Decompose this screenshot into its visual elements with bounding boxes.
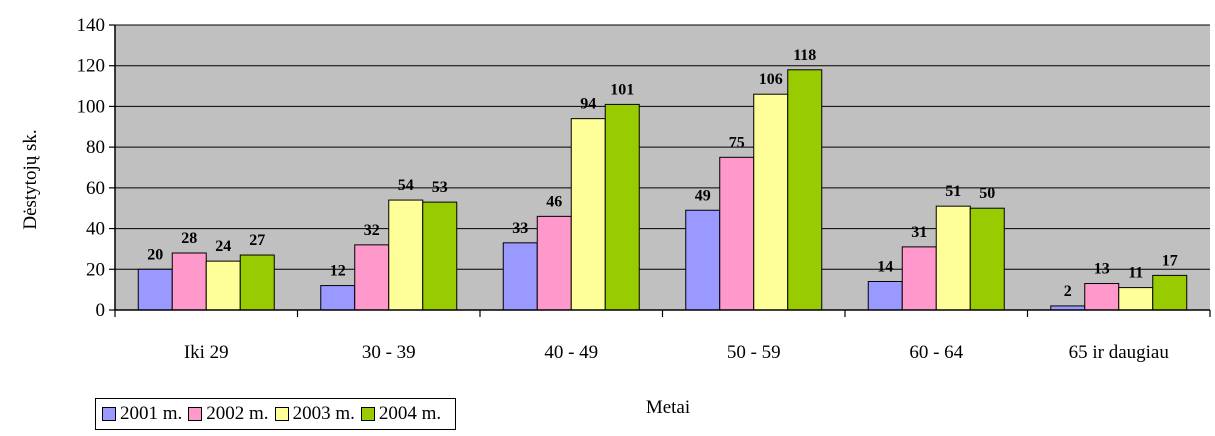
bar [388, 199, 424, 311]
x-tick-label: 60 - 64 [909, 342, 963, 363]
legend-label: 2002 m. [206, 403, 269, 424]
x-tick-label: Iki 29 [184, 342, 229, 363]
y-tick-label: 100 [77, 96, 106, 117]
bar [354, 244, 390, 311]
y-tick-label: 0 [96, 300, 106, 321]
data-label: 51 [945, 183, 961, 200]
data-label: 106 [759, 71, 783, 88]
legend-swatch [360, 407, 375, 421]
bar [685, 209, 721, 311]
bar [422, 201, 458, 311]
y-tick-label: 60 [86, 178, 105, 199]
bar [753, 93, 789, 311]
x-tick-label: 50 - 59 [727, 342, 781, 363]
bar [901, 246, 937, 311]
bar [137, 268, 173, 311]
data-label: 118 [793, 47, 816, 64]
y-axis-title: Dėstytojų sk. [20, 129, 41, 229]
y-tick-label: 20 [86, 259, 105, 280]
bar [239, 254, 275, 311]
legend: 2001 m. 2002 m. 2003 m. 2004 m. [95, 398, 457, 430]
bar [1152, 274, 1188, 311]
legend-label: 2003 m. [292, 403, 355, 424]
x-tick-label: 65 ir daugiau [1069, 342, 1170, 363]
bars [137, 69, 1188, 311]
data-labels: 20 28 24 27 12 32 54 53 33 46 94 101 49 75 106 118 14 31 5… [147, 47, 1178, 300]
data-label: 14 [877, 259, 893, 276]
legend-item: 2002 m. [188, 403, 269, 425]
data-label: 17 [1162, 252, 1178, 269]
data-label: 28 [181, 230, 197, 247]
legend-swatch [274, 407, 289, 421]
y-tick-label: 80 [86, 137, 105, 158]
bar [719, 156, 755, 311]
data-label: 54 [398, 177, 414, 194]
bar [604, 103, 640, 311]
bar [969, 207, 1005, 311]
gridlines [115, 24, 1210, 270]
data-label: 24 [215, 238, 231, 255]
data-label: 13 [1094, 261, 1110, 278]
bar [867, 281, 903, 311]
data-label: 75 [729, 134, 745, 151]
axes: 0 20 40 60 80 100 120 140 Iki 29 30 - 39 40 - 49 50… [77, 15, 1211, 363]
legend-item: 2004 m. [360, 403, 442, 425]
legend-swatch [188, 407, 203, 421]
legend-item: 2003 m. [274, 403, 355, 425]
data-label: 50 [979, 185, 995, 202]
bar [536, 215, 572, 311]
y-tick-label: 120 [77, 56, 106, 77]
bar [502, 242, 538, 311]
data-label: 12 [330, 263, 346, 280]
data-label: 53 [432, 179, 448, 196]
bar [1084, 283, 1120, 311]
bar [787, 69, 823, 311]
x-tick-label: 40 - 49 [544, 342, 598, 363]
legend-label: 2004 m. [378, 403, 442, 424]
plot-area [115, 25, 1210, 310]
data-label: 101 [610, 81, 634, 98]
data-label: 49 [695, 187, 711, 204]
data-label: 94 [580, 96, 596, 113]
data-label: 2 [1064, 283, 1072, 300]
bar [1118, 287, 1154, 311]
bar [171, 252, 207, 311]
data-label: 31 [911, 224, 927, 241]
y-tick-label: 140 [77, 15, 106, 36]
bar [570, 118, 606, 311]
bar [320, 285, 356, 311]
data-label: 27 [249, 232, 265, 249]
x-tick-label: 30 - 39 [362, 342, 416, 363]
data-label: 20 [147, 246, 163, 263]
data-label: 11 [1128, 265, 1143, 282]
legend-swatch [102, 407, 116, 421]
legend-item: 2001 m. [102, 403, 182, 425]
data-label: 46 [546, 193, 562, 210]
y-tick-label: 40 [86, 219, 105, 240]
bar [205, 260, 241, 311]
legend-label: 2001 m. [120, 403, 183, 424]
data-label: 33 [512, 220, 528, 237]
data-label: 32 [364, 222, 380, 239]
bar [935, 205, 971, 311]
x-axis-title: Metai [646, 397, 690, 418]
